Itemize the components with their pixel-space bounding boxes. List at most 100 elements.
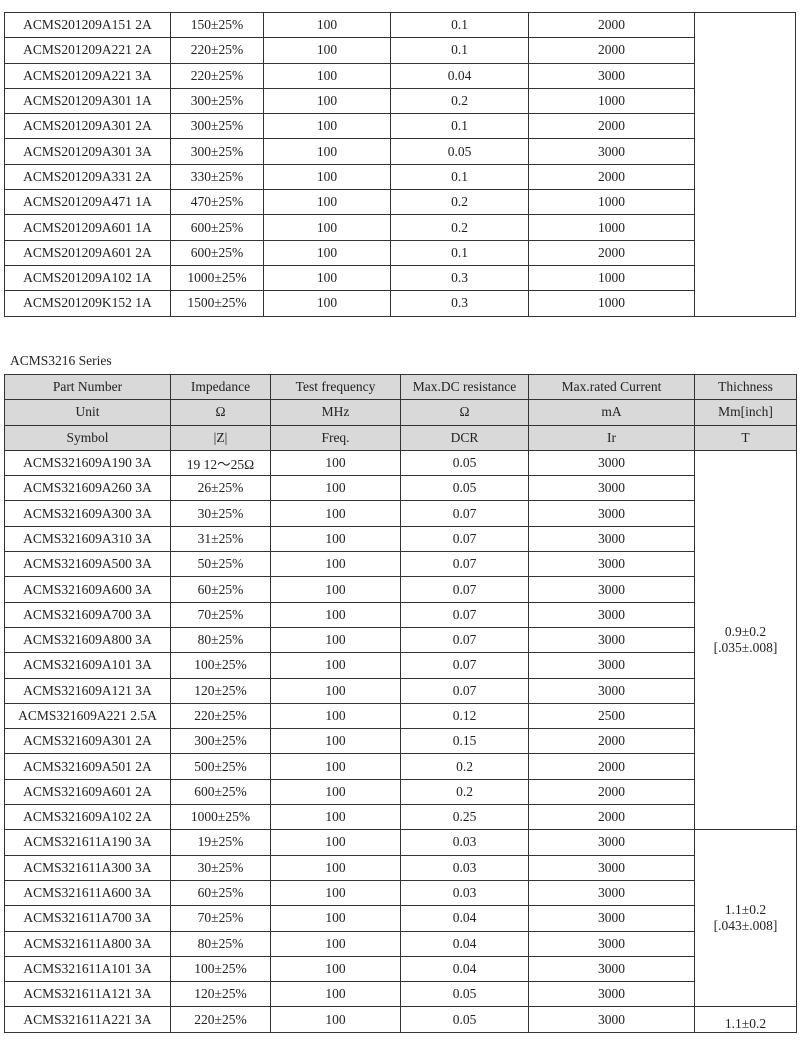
part-number-cell: ACMS321609A310 3A [4,525,171,553]
rated-current-cell: 1000 [528,214,695,241]
series-label: ACMS3216 Series [10,353,112,368]
test-frequency-cell: 100 [263,113,391,140]
test-frequency-cell: 100 [270,753,401,780]
dc-resistance-cell: 0.15 [400,728,529,755]
table-row: ACMS321611A190 3A 19±25% 100 0.03 3000 1.1±0.… [4,829,797,1008]
dc-resistance-cell: 0.05 [400,475,529,502]
rated-current-cell: 2000 [528,804,695,831]
header-cell: DCR [400,424,529,451]
rated-current-cell: 3000 [528,955,695,983]
dc-resistance-cell: 0.2 [390,87,529,115]
header-cell: Thichness [694,373,797,401]
impedance-cell: 600±25% [170,214,264,241]
rated-current-cell: 3000 [528,449,695,477]
part-number-cell: ACMS321609A600 3A [4,576,171,603]
header-cell: Test frequency [270,373,401,401]
header-cell: Impedance [170,373,271,401]
test-frequency-cell: 100 [270,854,401,881]
part-number-cell: ACMS201209A331 2A [4,163,171,191]
table-row: ACMS201209A221 3A 220±25% 100 0.04 3000 [4,62,796,89]
test-frequency-cell: 100 [263,138,391,165]
header-cell: Ω [170,399,271,426]
test-frequency-cell: 100 [270,652,401,679]
impedance-cell: 70±25% [170,905,271,932]
impedance-cell: 60±25% [170,576,271,603]
rated-current-cell: 2000 [528,239,695,266]
part-number-cell: ACMS321609A190 3A [4,449,171,477]
rated-current-cell: 3000 [528,525,695,553]
thickness-cell: 1.1±0.2 [.043±.008] [694,829,797,1008]
impedance-cell: 220±25% [170,1006,271,1033]
dc-resistance-cell: 0.2 [400,778,529,806]
rated-current-cell: 2000 [528,728,695,755]
part-number-cell: ACMS321609A121 3A [4,677,171,704]
dc-resistance-cell: 0.25 [400,804,529,831]
rated-current-cell: 3000 [528,601,695,628]
acms2012-spec-table: ACMS201209A151 2A 150±25% 100 0.1 2000 ACMS20… [4,11,796,317]
thickness-value: 1.1±0.2 [724,902,767,918]
table-row: ACMS201209A102 1A 1000±25% 100 0.3 1000 [4,264,796,292]
part-number-cell: ACMS321609A500 3A [4,551,171,578]
test-frequency-cell: 100 [270,905,401,932]
impedance-cell: 80±25% [170,626,271,654]
table-row: ACMS321609A301 2A 300±25% 100 0.15 2000 [4,728,797,755]
part-number-cell: ACMS321611A700 3A [4,905,171,932]
dc-resistance-cell: 0.04 [400,905,529,932]
test-frequency-cell: 100 [270,475,401,502]
test-frequency-cell: 100 [263,290,391,317]
header-cell: T [694,424,797,451]
rated-current-cell: 2000 [528,113,695,140]
dc-resistance-cell: 0.07 [400,500,529,527]
table-row: ACMS201209A301 1A 300±25% 100 0.2 1000 [4,87,796,115]
table-row: ACMS321609A700 3A 70±25% 100 0.07 3000 [4,601,797,628]
part-number-cell: ACMS321609A501 2A [4,753,171,780]
impedance-cell: 70±25% [170,601,271,628]
part-number-cell: ACMS321611A221 3A [4,1006,171,1033]
header-row: Symbol |Z| Freq. DCR Ir T [4,424,797,451]
impedance-cell: 300±25% [170,728,271,755]
table-row: ACMS321611A101 3A 100±25% 100 0.04 3000 [4,955,797,983]
part-number-cell: ACMS321609A301 2A [4,728,171,755]
header-cell: |Z| [170,424,271,451]
dc-resistance-cell: 0.03 [400,854,529,881]
table-row: ACMS321609A600 3A 60±25% 100 0.07 3000 [4,576,797,603]
table-row: ACMS321611A121 3A 120±25% 100 0.05 3000 [4,981,797,1008]
impedance-cell: 30±25% [170,854,271,881]
table-row: ACMS321611A800 3A 80±25% 100 0.04 3000 [4,930,797,957]
table-row: ACMS201209A151 2A 150±25% 100 0.1 2000 [4,11,796,317]
impedance-cell: 150±25% [170,11,264,39]
header-cell: Ir [528,424,695,451]
dc-resistance-cell: 0.1 [390,163,529,191]
impedance-cell: 470±25% [170,189,264,216]
test-frequency-cell: 100 [270,626,401,654]
rated-current-cell: 2000 [528,163,695,191]
table-row: ACMS321611A221 3A 220±25% 100 0.05 3000 1.1±0… [4,1006,797,1033]
test-frequency-cell: 100 [263,37,391,64]
dc-resistance-cell: 0.03 [400,879,529,907]
impedance-cell: 220±25% [170,37,264,64]
table-row: ACMS321609A501 2A 500±25% 100 0.2 2000 [4,753,797,780]
table-row: ACMS201209A331 2A 330±25% 100 0.1 2000 [4,163,796,191]
rated-current-cell: 3000 [528,475,695,502]
impedance-cell: 30±25% [170,500,271,527]
header-cell: Part Number [4,373,171,401]
test-frequency-cell: 100 [270,500,401,527]
test-frequency-cell: 100 [270,601,401,628]
table-row: ACMS321611A700 3A 70±25% 100 0.04 3000 [4,905,797,932]
dc-resistance-cell: 0.07 [400,601,529,628]
part-number-cell: ACMS321609A601 2A [4,778,171,806]
part-number-cell: ACMS201209A601 2A [4,239,171,266]
rated-current-cell: 3000 [528,576,695,603]
thickness-value: [.043±.008] [713,918,778,934]
part-number-cell: ACMS201209A221 2A [4,37,171,64]
dc-resistance-cell: 0.2 [400,753,529,780]
rated-current-cell: 2000 [528,11,695,39]
rated-current-cell: 3000 [528,652,695,679]
test-frequency-cell: 100 [270,930,401,957]
rated-current-cell: 2500 [528,702,695,730]
test-frequency-cell: 100 [263,189,391,216]
part-number-cell: ACMS321611A121 3A [4,981,171,1008]
test-frequency-cell: 100 [263,214,391,241]
part-number-cell: ACMS201209A471 1A [4,189,171,216]
rated-current-cell: 3000 [528,62,695,89]
